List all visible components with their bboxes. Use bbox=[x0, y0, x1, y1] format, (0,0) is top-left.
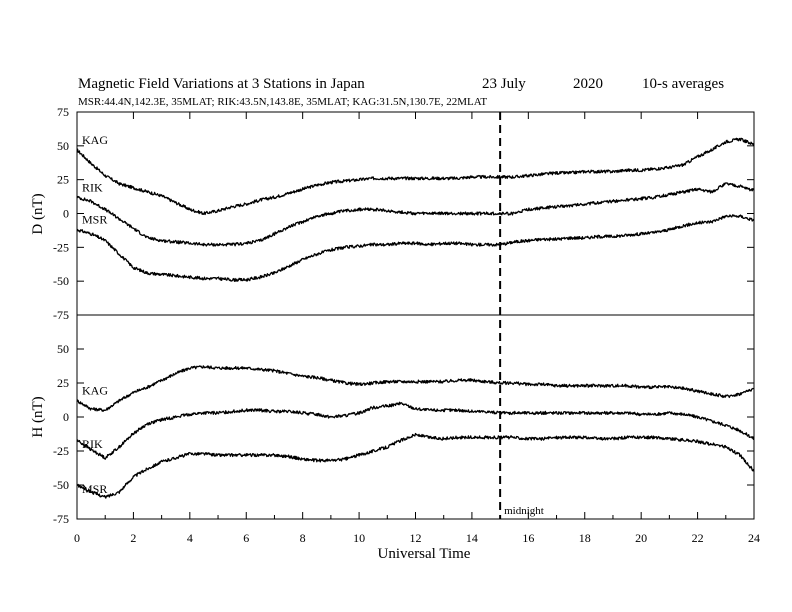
x-tick-label: 4 bbox=[187, 531, 193, 545]
series-line-msr-bottom bbox=[76, 432, 755, 499]
y-tick-label: -50 bbox=[53, 478, 69, 492]
series-line-kag-top bbox=[76, 137, 755, 216]
x-tick-label: 0 bbox=[74, 531, 80, 545]
series-label-kag: KAG bbox=[82, 384, 108, 398]
series-line-rik-top bbox=[76, 182, 755, 247]
series-line-msr-top bbox=[76, 214, 755, 282]
series-label-rik: RIK bbox=[82, 437, 103, 451]
y-tick-label: -25 bbox=[53, 444, 69, 458]
top-y-axis-title: D (nT) bbox=[30, 193, 46, 234]
axes-layer: 0 2 4 6 8 10 12 14 16 18 20 22 247550250-25-50-75502… bbox=[53, 105, 760, 545]
chart-date: 23 July bbox=[482, 76, 526, 92]
x-tick-label: 18 bbox=[579, 531, 591, 545]
x-axis-title: Universal Time bbox=[378, 546, 471, 562]
x-tick-label: 6 bbox=[243, 531, 249, 545]
bottom-y-axis-title: H (nT) bbox=[30, 396, 46, 437]
y-tick-label: -75 bbox=[53, 308, 69, 322]
y-tick-label: 25 bbox=[57, 173, 69, 187]
y-tick-label: 25 bbox=[57, 376, 69, 390]
x-tick-label: 14 bbox=[466, 531, 478, 545]
chart-subtitle: MSR:44.4N,142.3E, 35MLAT; RIK:43.5N,143.… bbox=[78, 96, 487, 108]
x-tick-label: 20 bbox=[635, 531, 647, 545]
series-label-kag: KAG bbox=[82, 133, 108, 147]
x-tick-label: 22 bbox=[692, 531, 704, 545]
x-tick-label: 12 bbox=[410, 531, 422, 545]
x-tick-label: 16 bbox=[522, 531, 534, 545]
y-tick-label: 0 bbox=[63, 410, 69, 424]
series-label-msr: MSR bbox=[82, 213, 107, 227]
x-tick-label: 24 bbox=[748, 531, 760, 545]
y-tick-label: 0 bbox=[63, 207, 69, 221]
y-tick-label: 75 bbox=[57, 105, 69, 119]
midnight-label: midnight bbox=[504, 505, 544, 517]
y-tick-label: -50 bbox=[53, 274, 69, 288]
y-tick-label: 50 bbox=[57, 342, 69, 356]
series-line-rik-bottom bbox=[76, 401, 755, 460]
series-label-rik: RIK bbox=[82, 180, 103, 194]
series-line-kag-bottom bbox=[76, 365, 755, 412]
y-tick-label: 50 bbox=[57, 139, 69, 153]
chart-averages-label: 10-s averages bbox=[642, 76, 724, 92]
chart-title: Magnetic Field Variations at 3 Stations … bbox=[78, 76, 365, 92]
x-tick-label: 10 bbox=[353, 531, 365, 545]
series-layer: KAG RIK MSR KAG RIK MSR bbox=[76, 133, 755, 499]
y-tick-label: -25 bbox=[53, 240, 69, 254]
y-tick-label: -75 bbox=[53, 512, 69, 526]
x-tick-label: 8 bbox=[300, 531, 306, 545]
chart-year: 2020 bbox=[573, 76, 603, 92]
series-label-msr: MSR bbox=[82, 482, 107, 496]
x-tick-label: 2 bbox=[130, 531, 136, 545]
